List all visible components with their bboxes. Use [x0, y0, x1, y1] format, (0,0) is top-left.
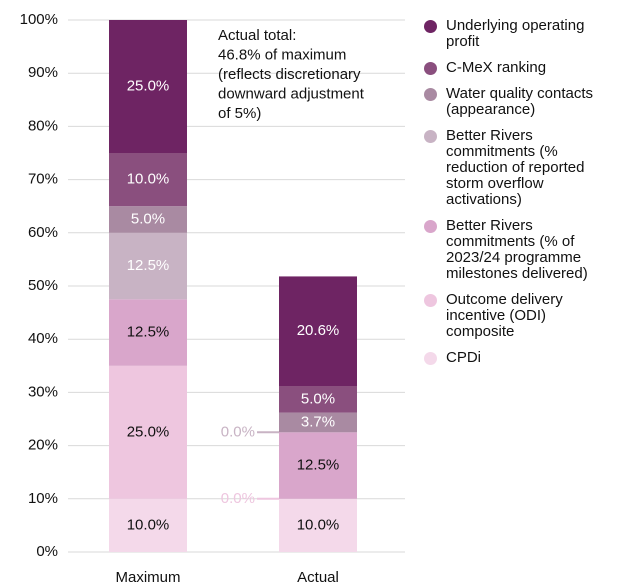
y-tick-label: 10% [28, 490, 58, 507]
value-label: 10.0% [127, 516, 170, 533]
legend-swatch [424, 62, 437, 75]
y-tick-label: 0% [36, 543, 58, 560]
y-tick-label: 90% [28, 64, 58, 81]
legend-swatch [424, 88, 437, 101]
value-label: 12.5% [127, 324, 170, 341]
value-label: 12.5% [297, 457, 340, 474]
legend-label: Underlying operating profit [446, 17, 585, 50]
value-label: 5.0% [301, 390, 335, 407]
bar-segment [109, 299, 187, 366]
bar-segment [279, 276, 357, 387]
legend-item: Better Rivers commitments (% of 2023/24 … [424, 218, 617, 282]
legend-item: C-MeX ranking [424, 60, 617, 76]
value-label: 0.0% [221, 490, 255, 507]
legend-swatch [424, 20, 437, 33]
legend-label: Outcome delivery incentive (ODI) composi… [446, 291, 563, 340]
y-tick-label: 40% [28, 330, 58, 347]
value-label: 12.5% [127, 257, 170, 274]
legend-label: Water quality contacts (appearance) [446, 85, 594, 118]
legend-label: CPDi [446, 349, 482, 366]
value-label: 10.0% [127, 171, 170, 188]
legend-item: Better Rivers commitments (% reduction o… [424, 128, 617, 208]
bar-segment [109, 498, 187, 552]
annotation: (reflects discretionary [218, 66, 361, 83]
y-tick-label: 50% [28, 277, 58, 294]
legend-swatch [424, 352, 437, 365]
value-label: 3.7% [301, 413, 335, 430]
bar-segment [109, 232, 187, 300]
legend-swatch [424, 294, 437, 307]
legend: Underlying operating profit C-MeX ranking… [424, 18, 617, 376]
legend-swatch [424, 130, 437, 143]
bar-segment [279, 412, 357, 433]
x-tick-label: Actual [297, 569, 339, 586]
y-tick-label: 20% [28, 437, 58, 454]
bar-segment [279, 498, 357, 552]
legend-item: Outcome delivery incentive (ODI) composi… [424, 292, 617, 340]
annotation: Actual total: [218, 27, 296, 44]
y-tick-label: 30% [28, 383, 58, 400]
legend-swatch [424, 220, 437, 233]
y-tick-label: 70% [28, 171, 58, 188]
annotation: of 5%) [218, 105, 261, 122]
y-tick-label: 100% [20, 11, 58, 28]
annotation: 46.8% of maximum [218, 46, 346, 63]
value-label: 25.0% [127, 423, 170, 440]
annotation: downward adjustment [218, 85, 365, 102]
legend-label: Better Rivers commitments (% reduction o… [446, 127, 585, 208]
bar-segment [279, 432, 357, 499]
value-label: 5.0% [131, 210, 165, 227]
bar-segment [109, 206, 187, 233]
value-label: 20.6% [297, 322, 340, 339]
bar-segment [109, 365, 187, 499]
legend-item: CPDi [424, 350, 617, 366]
value-label: 10.0% [297, 516, 340, 533]
legend-label: C-MeX ranking [446, 59, 547, 76]
value-label: 25.0% [127, 77, 170, 94]
y-tick-label: 80% [28, 117, 58, 134]
value-label: 0.0% [221, 423, 255, 440]
bar-segment [279, 386, 357, 413]
bar-segment [109, 153, 187, 207]
bar-segment [109, 20, 187, 153]
legend-label: Better Rivers commitments (% of 2023/24 … [446, 217, 588, 282]
legend-item: Underlying operating profit [424, 18, 617, 50]
legend-item: Water quality contacts (appearance) [424, 86, 617, 118]
x-tick-label: Maximum [115, 569, 180, 586]
y-tick-label: 60% [28, 224, 58, 241]
